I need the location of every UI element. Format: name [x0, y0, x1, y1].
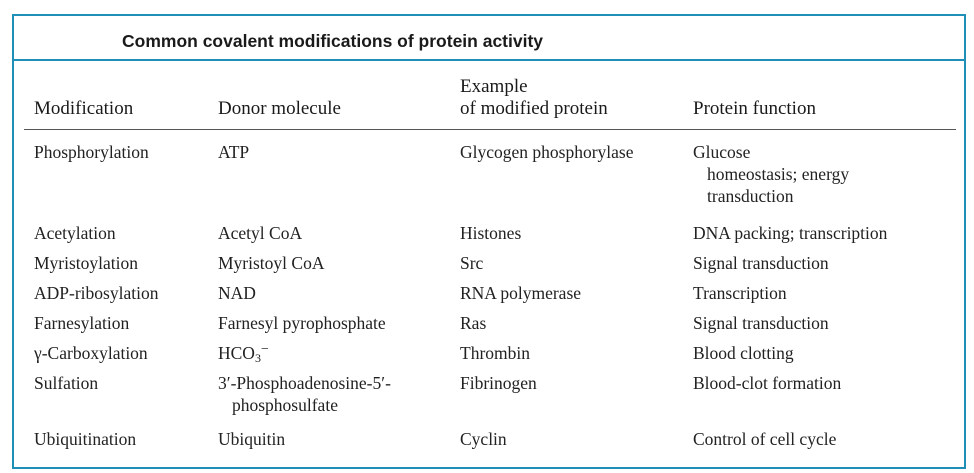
- cell-donor-formula: HCO: [218, 343, 255, 363]
- table-title-bar: Common covalent modifications of protein…: [14, 16, 964, 61]
- cell-function: Blood-clot formation: [693, 373, 842, 393]
- cell-donor-line2: phosphosulfate: [232, 395, 338, 415]
- cell-donor: NAD: [218, 283, 256, 303]
- cell-example: Cyclin: [460, 429, 507, 449]
- header-donor: Donor molecule: [218, 98, 341, 119]
- cell-donor: Farnesyl pyrophosphate: [218, 313, 386, 333]
- cell-function: Signal transduction: [693, 313, 829, 333]
- cell-donor: 3′-Phosphoadenosine-5′- phosphosulfate: [218, 372, 391, 416]
- cell-donor: Ubiquitin: [218, 429, 286, 449]
- cell-modification: Phosphorylation: [34, 142, 149, 162]
- cell-modification: Sulfation: [34, 373, 99, 393]
- header-modification: Modification: [34, 98, 134, 119]
- cell-donor-line1: 3′-Phosphoadenosine-5′-: [218, 373, 391, 393]
- cell-donor-charge: −: [260, 342, 269, 357]
- cell-modification: Ubiquitination: [34, 429, 137, 449]
- cell-function: Blood clotting: [693, 343, 794, 363]
- table-frame: Common covalent modifications of protein…: [12, 14, 966, 469]
- cell-function-line1: Glucose: [693, 142, 751, 162]
- cell-example: Ras: [460, 313, 487, 333]
- cell-donor: Myristoyl CoA: [218, 253, 325, 273]
- cell-function: Control of cell cycle: [693, 429, 837, 449]
- cell-modification: Myristoylation: [34, 253, 139, 273]
- cell-function-line2: homeostasis; energy: [707, 164, 850, 184]
- cell-function-line3: transduction: [707, 186, 794, 206]
- header-rule: [24, 129, 956, 130]
- header-function: Protein function: [693, 98, 816, 119]
- header-example-line2: of modified protein: [460, 98, 608, 119]
- header-example-line1: Example: [460, 76, 528, 97]
- cell-function: Transcription: [693, 283, 787, 303]
- cell-donor-subscript: 3: [254, 351, 261, 365]
- cell-example: Src: [460, 253, 484, 273]
- cell-function: DNA packing; transcription: [693, 223, 888, 243]
- cell-example: RNA polymerase: [460, 283, 582, 303]
- cell-example: Thrombin: [460, 343, 530, 363]
- cell-donor: Acetyl CoA: [218, 223, 303, 243]
- cell-example: Fibrinogen: [460, 373, 537, 393]
- cell-function: Signal transduction: [693, 253, 829, 273]
- cell-function: Glucose homeostasis; energy transduction: [693, 141, 849, 207]
- cell-example: Glycogen phosphorylase: [460, 142, 634, 162]
- cell-donor: HCO3−: [218, 342, 269, 367]
- cell-donor: ATP: [218, 142, 250, 162]
- cell-modification: γ-Carboxylation: [34, 343, 148, 363]
- cell-modification: Acetylation: [34, 223, 116, 243]
- table-title: Common covalent modifications of protein…: [122, 31, 544, 51]
- cell-modification: ADP-ribosylation: [34, 283, 159, 303]
- cell-example: Histones: [460, 223, 522, 243]
- cell-modification: Farnesylation: [34, 313, 130, 333]
